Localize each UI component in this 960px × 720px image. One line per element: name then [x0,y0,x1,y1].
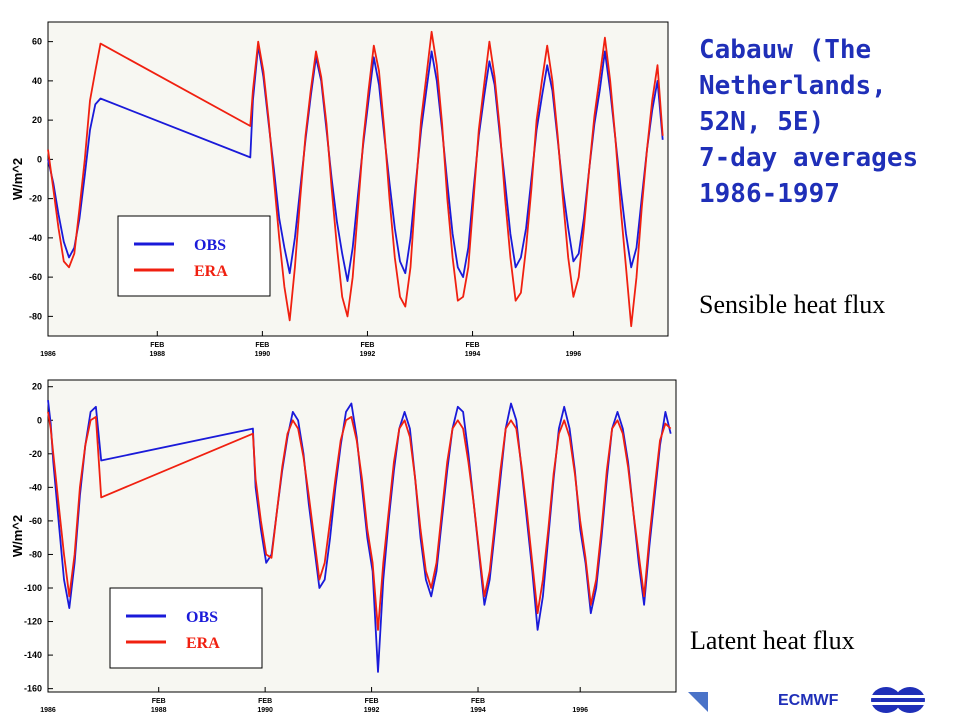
y-tick-label: -40 [29,482,42,492]
y-tick-label: -60 [29,516,42,526]
x-tick-label: 1986 [40,351,56,358]
legend-label-obs: OBS [186,609,218,626]
latent-heat-flux-plot: -160 -140 -120 -100 -80 -60 -40 -20 0 20 1986 FEB 19… [10,379,677,714]
legend-box [117,215,271,297]
y-tick-label: -80 [29,311,42,321]
y-tick-label: 0 [37,415,42,425]
y-tick-label: 0 [37,154,42,164]
latent-heat-flux-title: Latent heat flux [690,626,855,655]
legend-label-era: ERA [186,635,220,652]
y-axis-title: W/m^2 [10,158,25,200]
ecmwf-logo-icon [870,687,926,713]
x-tick-month: FEB [365,698,379,705]
x-tick-label: 1994 [465,351,481,358]
x-tick-label: 1988 [149,351,165,358]
x-tick-label: 1988 [151,707,167,714]
legend-label-obs: OBS [194,237,226,254]
latent-heat-flux-chart: -160 -140 -120 -100 -80 -60 -40 -20 0 20 1986 FEB 19… [0,372,680,717]
legend-box [109,587,263,669]
y-tick-label: -80 [29,549,42,559]
x-tick-label: 1994 [470,707,486,714]
y-axis-title: W/m^2 [10,515,25,557]
x-tick-month: FEB [466,342,480,349]
corner-triangle-icon [688,692,708,712]
x-tick-month: FEB [258,698,272,705]
x-tick-label: 1990 [255,351,271,358]
x-tick-label: 1992 [364,707,380,714]
x-tick-month: FEB [255,342,269,349]
y-tick-label: -20 [29,449,42,459]
y-tick-label: -40 [29,233,42,243]
series-line-era [47,411,672,631]
x-tick-label: 1990 [257,707,273,714]
footer-org: ECMWF [778,692,839,709]
y-tick-label: 20 [32,115,42,125]
x-tick-month: FEB [152,698,166,705]
y-tick-label: 20 [32,382,42,392]
sensible-heat-flux-chart: -80 -60 -40 -20 0 20 40 60 1986 FEB 1988 FEB 1990 FEB… [0,0,680,362]
x-tick-label: 1996 [572,707,588,714]
y-tick-label: -160 [24,684,42,694]
x-tick-label: 1992 [360,351,376,358]
y-tick-label: -20 [29,194,42,204]
y-tick-label: 40 [32,76,42,86]
y-tick-label: -140 [24,650,42,660]
station-title: Cabauw (The Netherlands, 52N, 5E) 7-day … [699,35,919,209]
x-tick-label: 1996 [566,351,582,358]
y-tick-label: -60 [29,272,42,282]
y-tick-label: -100 [24,583,42,593]
x-tick-label: 1986 [40,707,56,714]
legend-label-era: ERA [194,263,228,280]
sensible-heat-flux-plot: -80 -60 -40 -20 0 20 40 60 1986 FEB 1988 FEB 1990 FEB… [10,21,669,358]
series-line-era [47,30,664,328]
y-tick-label: 60 [32,37,42,47]
y-tick-label: -120 [24,617,42,627]
sensible-heat-flux-title: Sensible heat flux [699,290,886,319]
x-tick-month: FEB [150,342,164,349]
x-tick-month: FEB [471,698,485,705]
x-tick-month: FEB [360,342,374,349]
